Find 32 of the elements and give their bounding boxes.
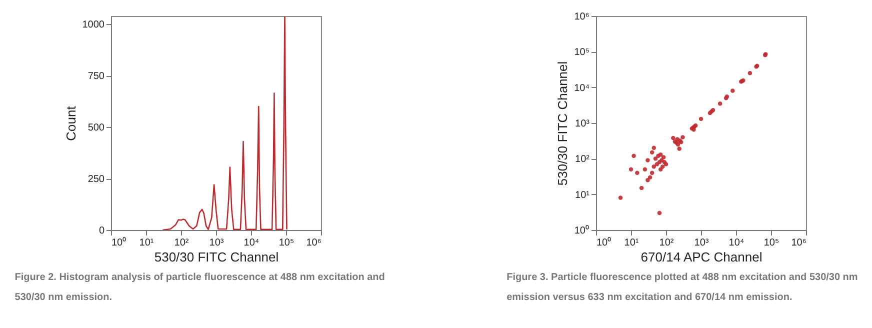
y-tick-label: 500 xyxy=(88,122,105,134)
x-tick-label: 10⁶ xyxy=(791,238,806,248)
y-tick-label: 10¹ xyxy=(575,190,590,201)
x-tick-label: 10⁶ xyxy=(306,238,322,248)
y-axis-title: 530/30 FITC Channel xyxy=(555,61,570,186)
y-tick-label: 0 xyxy=(98,226,105,236)
x-tick-label: 10⁴ xyxy=(244,238,260,248)
y-axis-title: Count xyxy=(63,106,78,141)
x-axis-title: 530/30 FITC Channel xyxy=(154,250,279,264)
y-tick-label: 750 xyxy=(88,71,105,82)
x-axis-title: 670/14 APC Channel xyxy=(640,250,762,264)
y-tick-label: 10⁵ xyxy=(574,47,590,58)
x-tick-label: 10² xyxy=(659,238,674,248)
y-tick-label: 10² xyxy=(575,154,590,166)
x-tick-label: 10⁵ xyxy=(278,238,294,248)
x-tick-label: 10² xyxy=(174,238,190,248)
x-tick-label: 10⁴ xyxy=(728,238,744,248)
y-tick-label: 10⁰ xyxy=(574,224,590,236)
x-tick-label: 10⁵ xyxy=(764,238,780,248)
y-tick-label: 1000 xyxy=(82,20,105,31)
x-tick-label: 10⁰ xyxy=(112,236,127,248)
y-tick-label: 250 xyxy=(88,174,105,186)
x-tick-label: 10¹ xyxy=(624,238,640,248)
y-tick-label: 10³ xyxy=(575,118,590,130)
y-tick-label: 10⁴ xyxy=(574,82,590,94)
x-tick-label: 10⁰ xyxy=(596,236,612,248)
caption: Figure 2. Histogram analysis of particle fluorescence at 488 nm excitation and 530/30 nm emission. xyxy=(14,272,385,303)
x-tick-label: 10¹ xyxy=(139,238,154,248)
x-tick-label: 10³ xyxy=(694,238,710,248)
y-tick-label: 10⁶ xyxy=(574,12,590,22)
caption: Figure 3. Particle fluorescence plotted at 488 nm excitation and 530/30 nm emission versus 633 nm excitation and 670/14 nm emission. xyxy=(506,272,858,303)
x-tick-label: 10³ xyxy=(209,238,224,248)
